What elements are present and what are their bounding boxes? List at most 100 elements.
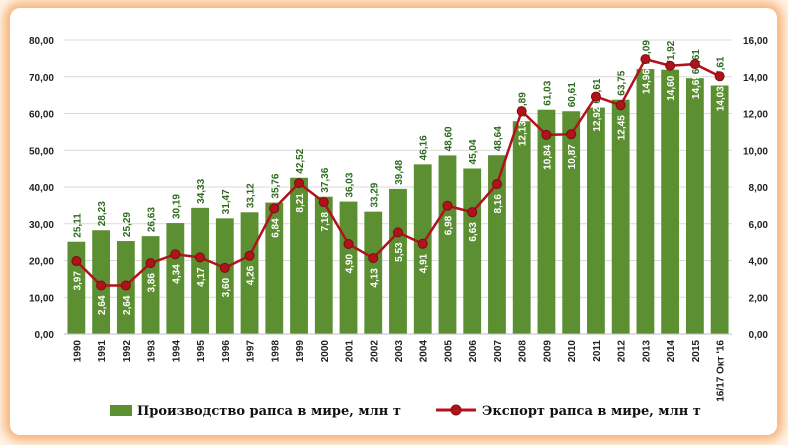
export-value-label: 14,03 — [716, 86, 727, 111]
y-right-tick-label: 16,00 — [743, 36, 768, 47]
bar-value-label: 34,33 — [196, 178, 207, 203]
x-tick-label: 2009 — [542, 340, 553, 363]
bar-2008 — [512, 121, 531, 335]
bar-value-label: 30,19 — [171, 194, 182, 219]
bar-value-label: 48,64 — [493, 126, 504, 151]
export-value-label: 4,90 — [345, 254, 356, 274]
export-point — [96, 280, 107, 291]
y-left-tick-label: 30,00 — [29, 220, 54, 231]
bar-2006 — [463, 168, 482, 334]
legend-line-label: Экспорт рапса в мире, млн т — [482, 404, 701, 419]
export-point — [393, 227, 403, 238]
bar-2003 — [389, 188, 407, 334]
bar-2011 — [587, 107, 605, 334]
bar-value-label: 39,48 — [394, 159, 405, 184]
bar-1996 — [215, 218, 234, 334]
line-series — [71, 54, 725, 291]
x-tick-label: 1993 — [147, 340, 158, 363]
export-point — [269, 203, 280, 214]
export-point — [170, 249, 181, 260]
export-value-label: 10,84 — [542, 144, 553, 169]
y-left-tick-label: 70,00 — [29, 73, 54, 84]
bar-2015 — [685, 78, 704, 334]
export-value-label: 6,63 — [468, 222, 479, 242]
export-point — [714, 71, 725, 82]
bar-value-label: 37,36 — [320, 167, 331, 192]
bar-2002 — [364, 211, 383, 334]
bar-value-label: 60,61 — [567, 82, 578, 107]
x-tick-label: 1994 — [171, 340, 182, 363]
export-value-label: 4,91 — [419, 253, 430, 273]
export-value-label: 3,97 — [72, 271, 83, 291]
x-tick-label: 2010 — [567, 340, 578, 363]
export-value-label: 12,92 — [592, 106, 603, 131]
x-tick-label: 1995 — [196, 340, 207, 363]
bar-2004 — [413, 164, 432, 334]
export-point — [566, 129, 577, 140]
y-right-tick-label: 4,00 — [749, 257, 769, 268]
y-left-tick-label: 60,00 — [29, 110, 54, 121]
x-tick-label: 2000 — [320, 340, 331, 363]
export-value-label: 5,53 — [394, 242, 405, 262]
export-value-label: 4,26 — [246, 265, 257, 285]
x-tick-label: 1992 — [122, 340, 133, 363]
export-value-label: 10,87 — [567, 144, 578, 169]
x-tick-label: 1991 — [97, 340, 108, 363]
export-value-label: 8,21 — [295, 193, 306, 213]
bar-1999 — [290, 177, 308, 334]
export-point — [244, 250, 255, 261]
y-axis-right: 0,00 2,00 4,00 6,00 8,00 10,00 12,00 14,00 16,00 — [743, 36, 768, 341]
x-tick-label: 2003 — [394, 340, 405, 363]
export-value-label: 3,60 — [221, 277, 232, 297]
y-left-tick-label: 50,00 — [29, 146, 54, 157]
export-point — [541, 129, 552, 140]
bar-value-label: 33,12 — [246, 183, 257, 208]
bar-labels: 25,11 28,23 25,29 26,63 30,19 34,33 31,47 33,12… — [72, 40, 726, 238]
bar-2000 — [314, 196, 333, 334]
bar-2009 — [537, 109, 556, 334]
bar-value-label: 31,47 — [221, 189, 232, 214]
bar-value-label: 26,63 — [147, 207, 158, 232]
export-value-label: 6,84 — [270, 218, 281, 238]
bar-value-label: 71,92 — [666, 40, 677, 65]
x-tick-label: 2008 — [518, 340, 529, 363]
x-tick-label: 2015 — [691, 340, 702, 363]
export-point — [491, 179, 502, 190]
export-point — [665, 60, 676, 71]
export-value-label: 14,96 — [641, 69, 652, 94]
export-point — [294, 178, 305, 189]
bar-value-label: 46,16 — [419, 135, 430, 160]
export-point — [120, 280, 131, 291]
bar-2007 — [488, 155, 506, 334]
export-value-label: 14,69 — [691, 74, 702, 99]
x-tick-label: 16/17 Окт '16 — [716, 340, 727, 402]
export-point — [145, 258, 156, 269]
x-tick-label: 1998 — [270, 340, 281, 363]
y-right-tick-label: 12,00 — [743, 110, 768, 121]
x-tick-label: 2005 — [443, 340, 454, 363]
bar-value-label: 57,89 — [518, 92, 529, 117]
x-tick-label: 2004 — [419, 340, 430, 363]
export-value-label: 7,18 — [320, 212, 331, 232]
export-point — [640, 54, 651, 65]
x-tick-label: 2014 — [666, 340, 677, 363]
x-tick-label: 1996 — [221, 340, 232, 363]
y-left-tick-label: 40,00 — [29, 183, 54, 194]
export-point — [590, 91, 601, 102]
bar-1994 — [166, 223, 185, 334]
export-point — [219, 262, 230, 273]
bar-2010 — [562, 111, 581, 335]
export-value-label: 6,98 — [443, 215, 454, 235]
legend-line-marker — [450, 404, 462, 416]
export-value-label: 12,13 — [518, 121, 529, 146]
y-right-tick-label: 10,00 — [743, 146, 768, 157]
y-right-tick-label: 14,00 — [743, 73, 768, 84]
export-value-label: 12,45 — [617, 115, 628, 140]
bar-value-label: 48,60 — [443, 126, 454, 151]
x-tick-label: 2007 — [493, 340, 504, 363]
export-point — [318, 197, 329, 208]
legend-bar-swatch — [110, 405, 132, 416]
y-left-tick-label: 80,00 — [29, 36, 54, 47]
bar-2013 — [636, 69, 655, 335]
bar-value-label: 35,76 — [270, 173, 281, 198]
